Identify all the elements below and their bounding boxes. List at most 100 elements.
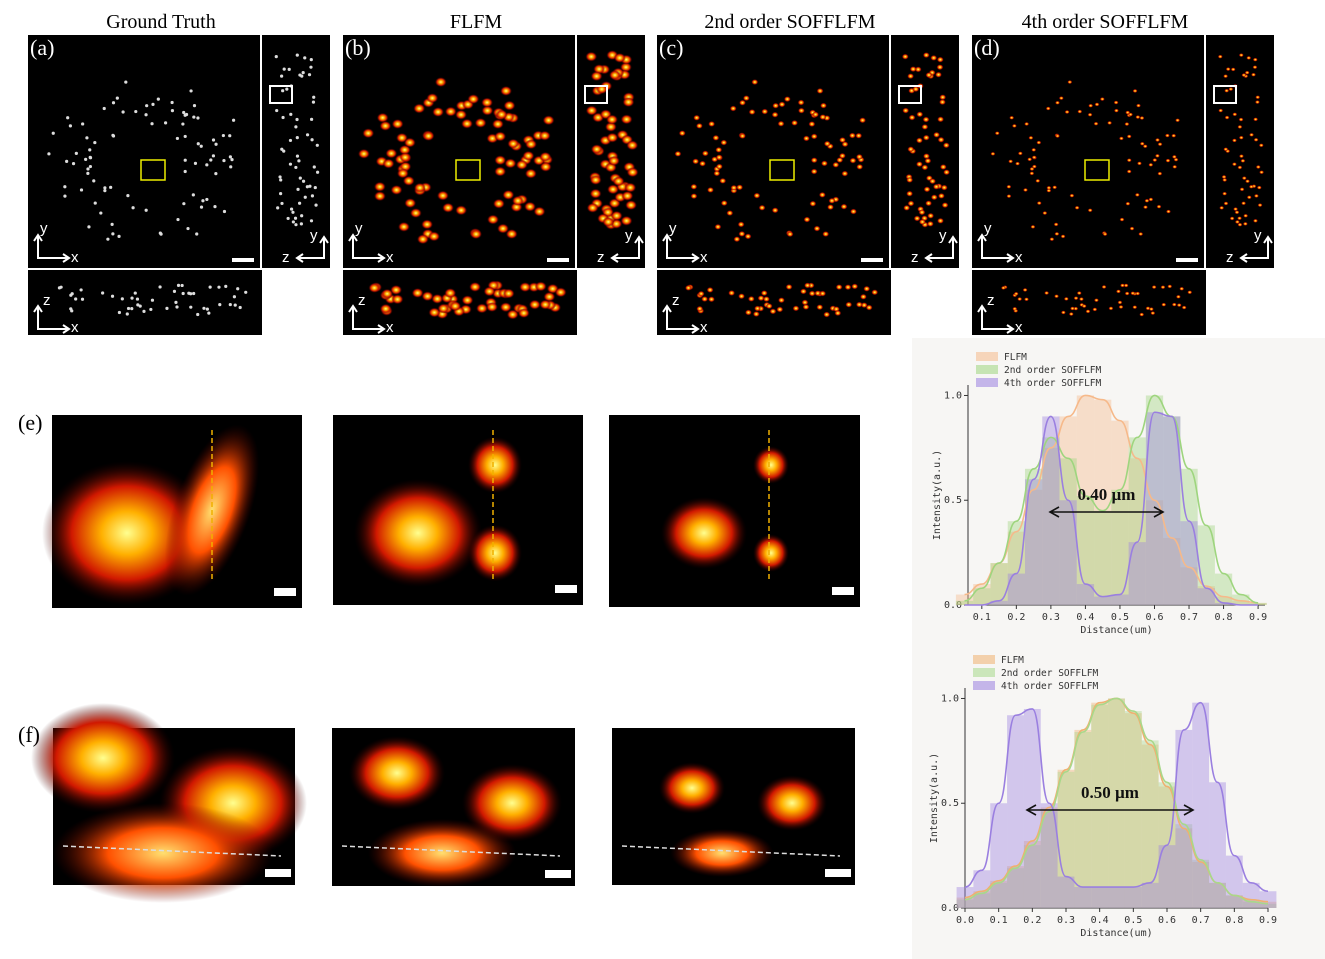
blob	[777, 297, 785, 304]
blob	[818, 191, 826, 198]
blob	[505, 229, 518, 240]
dot	[192, 115, 196, 119]
blob	[1155, 137, 1161, 142]
blob	[390, 184, 403, 195]
blob	[827, 204, 835, 211]
axis-arrow	[1239, 235, 1273, 263]
blob	[1029, 171, 1035, 176]
roi-box	[1084, 159, 1110, 181]
blob	[1113, 100, 1119, 105]
blob	[1256, 185, 1262, 190]
fit-curve	[964, 701, 1269, 893]
dot	[221, 133, 225, 138]
axis-arrow	[348, 233, 386, 263]
blob	[461, 295, 474, 306]
axis-label: y	[984, 220, 992, 237]
dot	[295, 136, 299, 140]
dot	[308, 184, 312, 188]
blob	[1046, 185, 1052, 190]
blob	[942, 142, 950, 149]
hist-bar	[1192, 861, 1210, 908]
dot	[187, 291, 191, 295]
x-tick-label: 0.5	[1111, 612, 1129, 623]
blob	[692, 158, 700, 165]
hist-bar	[1023, 845, 1041, 908]
blob	[1108, 306, 1114, 311]
blob	[1143, 205, 1149, 210]
blob	[1176, 303, 1182, 308]
hist-bar	[956, 899, 974, 908]
dot	[120, 297, 124, 301]
blob	[1013, 291, 1019, 296]
axis-label: z	[358, 292, 366, 309]
blob	[816, 87, 824, 94]
blob	[1249, 132, 1255, 137]
hist-bar	[1074, 732, 1092, 908]
dot	[280, 201, 284, 206]
roi-box	[1213, 85, 1237, 104]
xy-image	[28, 35, 260, 268]
hist-bar	[1158, 845, 1176, 908]
hist-bar	[1040, 811, 1058, 908]
blob	[907, 73, 915, 80]
blob	[1085, 309, 1091, 314]
hist-bar	[1163, 416, 1181, 605]
blob	[851, 283, 859, 290]
fit-curve	[964, 394, 1259, 604]
dot	[191, 193, 195, 197]
dot	[170, 100, 174, 105]
hist-bar	[1225, 895, 1243, 908]
dot	[85, 136, 89, 140]
blob	[747, 295, 755, 302]
hist-bar	[1074, 887, 1092, 908]
axis-label: y	[939, 227, 947, 244]
axis-label: y	[669, 220, 677, 237]
dot	[281, 89, 285, 93]
xz-image	[657, 270, 891, 335]
blob	[715, 163, 723, 170]
blob	[940, 184, 948, 191]
blob	[757, 775, 827, 831]
blob	[1125, 201, 1131, 206]
dot	[285, 87, 289, 91]
blob	[906, 190, 914, 197]
blob	[1058, 96, 1064, 101]
blob	[411, 287, 424, 298]
blob	[855, 132, 863, 139]
roi-box	[584, 85, 608, 104]
dot	[69, 307, 73, 311]
blob	[1128, 112, 1134, 117]
blob	[1223, 74, 1229, 79]
blob	[907, 200, 915, 207]
blob	[1171, 154, 1177, 159]
blob	[1017, 297, 1023, 302]
blob	[1148, 162, 1154, 167]
axis-arrow	[348, 304, 386, 334]
blob	[468, 524, 522, 582]
dot	[70, 292, 74, 296]
blob	[373, 191, 386, 202]
legend-label: 4th order SOFFLFM	[1004, 378, 1102, 389]
hist-bar	[1242, 882, 1260, 908]
blob	[1252, 57, 1258, 62]
dot	[151, 102, 155, 107]
blob	[1223, 147, 1229, 152]
dot	[279, 178, 283, 182]
blob	[1241, 201, 1247, 206]
dot	[211, 154, 216, 158]
blob	[515, 159, 528, 170]
axis-label: x	[700, 319, 708, 336]
panel-label: (b)	[345, 35, 371, 60]
blob	[381, 288, 394, 299]
blob	[589, 174, 602, 185]
blob	[1060, 310, 1066, 315]
dot	[88, 164, 93, 169]
dot	[312, 95, 316, 99]
blob	[1244, 70, 1250, 75]
dot	[150, 122, 154, 126]
dot	[309, 219, 314, 223]
blob	[1239, 187, 1245, 192]
axis-arrow	[662, 304, 700, 334]
blob	[1144, 198, 1150, 203]
dot	[229, 165, 233, 169]
